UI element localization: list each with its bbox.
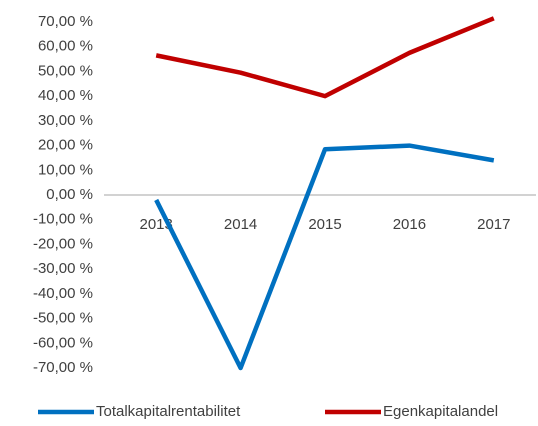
y-tick-label: -50,00 % (33, 310, 93, 327)
y-tick-label: 10,00 % (38, 161, 93, 178)
x-tick-label: 2014 (224, 216, 257, 233)
y-tick-label: -20,00 % (33, 235, 93, 252)
x-tick-label: 2017 (477, 216, 510, 233)
legend-label: Egenkapitalandel (383, 403, 498, 420)
y-tick-label: 0,00 % (46, 186, 93, 203)
y-tick-label: -30,00 % (33, 260, 93, 277)
y-tick-label: 30,00 % (38, 112, 93, 129)
y-tick-label: 50,00 % (38, 62, 93, 79)
x-tick-label: 2015 (308, 216, 341, 233)
line-series (154, 143, 495, 371)
y-tick-label: 40,00 % (38, 87, 93, 104)
line-series (155, 16, 495, 99)
y-tick-label: 20,00 % (38, 137, 93, 154)
y-tick-label: 60,00 % (38, 38, 93, 55)
y-tick-label: -70,00 % (33, 359, 93, 376)
legend-label: Totalkapitalrentabilitet (96, 403, 241, 420)
y-tick-label: -10,00 % (33, 211, 93, 228)
y-tick-label: -40,00 % (33, 285, 93, 302)
y-tick-label: -60,00 % (33, 334, 93, 351)
x-tick-label: 2016 (393, 216, 426, 233)
y-tick-label: 70,00 % (38, 13, 93, 30)
